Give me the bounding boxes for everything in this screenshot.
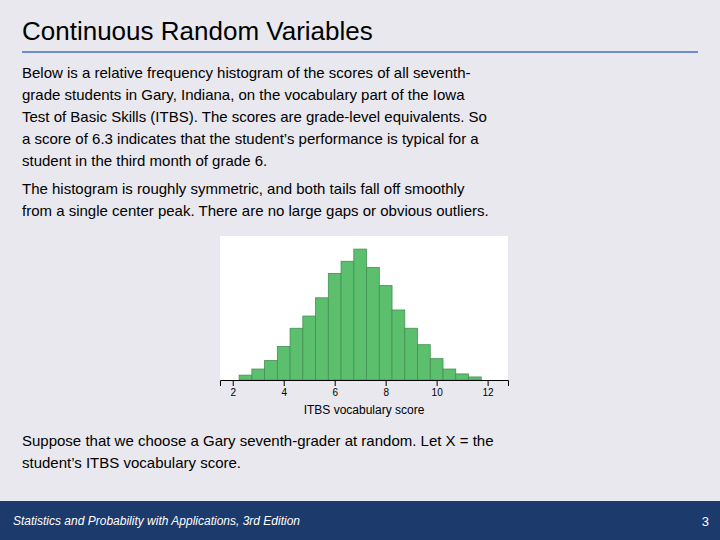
x-tick-label: 6 (332, 387, 338, 398)
x-tick: 4 (281, 380, 287, 398)
histogram-bar (328, 273, 341, 380)
x-tick-label: 4 (281, 387, 287, 398)
histogram-bar (252, 369, 265, 380)
histogram-bar (405, 328, 418, 380)
x-tick-mark (284, 380, 285, 386)
x-axis: 2 4 6 8 10 12 (221, 380, 509, 398)
histogram-bar (277, 347, 290, 380)
footer-text: Statistics and Probability with Applicat… (13, 514, 300, 528)
histogram-bar (239, 375, 252, 380)
paragraph-line: Below is a relative frequency histogram … (22, 64, 471, 81)
x-tick-mark (386, 380, 387, 386)
x-tick: 8 (383, 380, 389, 398)
page: Continuous Random Variables Below is a re… (0, 0, 720, 540)
histogram-bar (418, 345, 431, 380)
background (0, 0, 720, 540)
histogram-bar (316, 298, 329, 380)
histogram-bar (430, 359, 443, 380)
histogram-bar (354, 249, 367, 380)
histogram-bar (456, 374, 469, 380)
paragraph-line: Suppose that we choose a Gary seventh-gr… (22, 432, 494, 449)
histogram-bar (468, 377, 481, 380)
histogram-bar (265, 361, 278, 380)
x-tick-mark (335, 380, 336, 386)
title: Continuous Random Variables (22, 16, 373, 46)
footer-bar (0, 501, 720, 540)
plot-area (220, 236, 508, 380)
paragraph-line: student’s ITBS vocabulary score. (22, 454, 241, 471)
x-tick-mark (488, 380, 489, 386)
x-tick-label: 8 (383, 387, 389, 398)
x-tick-mark (233, 380, 234, 386)
histogram-bar (341, 261, 354, 380)
x-tick-mark (437, 380, 438, 386)
x-axis-title: ITBS vocabulary score (304, 403, 425, 417)
paragraph-line: from a single center peak. There are no … (22, 202, 489, 219)
bars (239, 249, 481, 380)
paragraph-line: student in the third month of grade 6. (22, 152, 267, 169)
histogram-bar (290, 328, 303, 380)
x-tick: 12 (483, 380, 495, 398)
paragraph-line: Test of Basic Skills (ITBS). The scores … (22, 108, 487, 125)
histogram-bar (392, 310, 405, 380)
x-axis-line (221, 381, 509, 387)
paragraph-line: a score of 6.3 indicates that the studen… (22, 130, 479, 147)
histogram-bar (379, 286, 392, 380)
x-tick-label: 12 (483, 387, 495, 398)
x-tick: 10 (432, 380, 444, 398)
x-tick-label: 10 (432, 387, 444, 398)
x-tick-label: 2 (230, 387, 236, 398)
histogram-bar (443, 369, 456, 380)
x-tick: 2 (230, 380, 236, 398)
paragraph-line: grade students in Gary, Indiana, on the … (22, 86, 465, 103)
histogram-bar (303, 316, 316, 380)
histogram-bar (367, 267, 380, 380)
paragraph-line: The histogram is roughly symmetric, and … (22, 180, 465, 197)
title-rule (22, 51, 698, 53)
footer-page: 3 (702, 514, 709, 529)
x-tick: 6 (332, 380, 338, 398)
